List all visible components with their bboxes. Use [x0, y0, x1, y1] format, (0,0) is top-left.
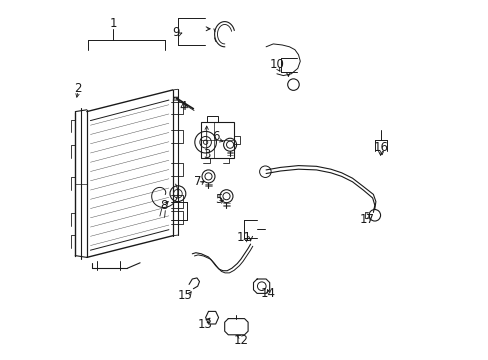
- Text: 14: 14: [260, 287, 275, 300]
- Text: 9: 9: [172, 26, 180, 39]
- Text: 13: 13: [197, 318, 212, 330]
- Text: 8: 8: [160, 199, 167, 212]
- Text: 5: 5: [215, 193, 223, 206]
- Text: 6: 6: [211, 130, 219, 143]
- Text: 7: 7: [194, 175, 201, 188]
- Text: 4: 4: [179, 100, 187, 113]
- Text: 1: 1: [109, 17, 117, 30]
- Text: 17: 17: [359, 213, 374, 226]
- Text: 15: 15: [177, 289, 192, 302]
- Text: 16: 16: [373, 141, 388, 154]
- Bar: [201, 122, 233, 158]
- Text: 2: 2: [74, 82, 82, 95]
- Text: 3: 3: [203, 148, 210, 161]
- Text: 12: 12: [233, 334, 248, 347]
- Text: 11: 11: [237, 231, 251, 244]
- Bar: [206, 116, 217, 122]
- Text: 10: 10: [269, 58, 284, 71]
